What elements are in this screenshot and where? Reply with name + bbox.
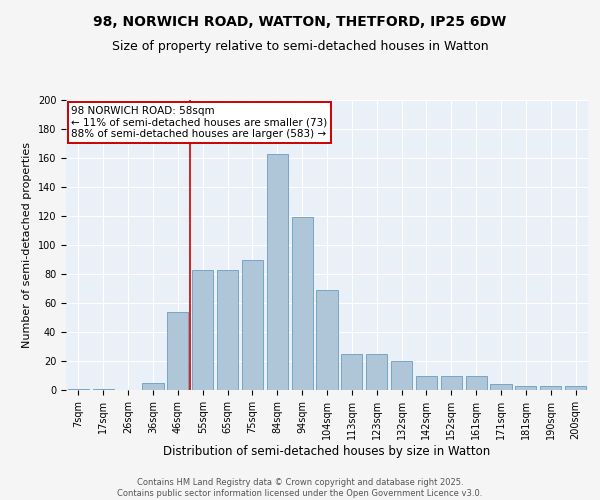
- Bar: [292, 218, 313, 390]
- Bar: [540, 386, 561, 390]
- Bar: [515, 386, 536, 390]
- Bar: [167, 312, 188, 390]
- Text: 98 NORWICH ROAD: 58sqm
← 11% of semi-detached houses are smaller (73)
88% of sem: 98 NORWICH ROAD: 58sqm ← 11% of semi-det…: [71, 106, 328, 139]
- Bar: [93, 388, 114, 390]
- Text: 98, NORWICH ROAD, WATTON, THETFORD, IP25 6DW: 98, NORWICH ROAD, WATTON, THETFORD, IP25…: [94, 15, 506, 29]
- Bar: [192, 270, 213, 390]
- Bar: [391, 361, 412, 390]
- Bar: [267, 154, 288, 390]
- Bar: [217, 270, 238, 390]
- Bar: [242, 260, 263, 390]
- Bar: [316, 290, 338, 390]
- Bar: [490, 384, 512, 390]
- Bar: [341, 354, 362, 390]
- Bar: [441, 376, 462, 390]
- X-axis label: Distribution of semi-detached houses by size in Watton: Distribution of semi-detached houses by …: [163, 444, 491, 458]
- Bar: [565, 386, 586, 390]
- Bar: [416, 376, 437, 390]
- Bar: [366, 354, 387, 390]
- Y-axis label: Number of semi-detached properties: Number of semi-detached properties: [22, 142, 32, 348]
- Bar: [142, 383, 164, 390]
- Bar: [68, 388, 89, 390]
- Text: Contains HM Land Registry data © Crown copyright and database right 2025.
Contai: Contains HM Land Registry data © Crown c…: [118, 478, 482, 498]
- Bar: [466, 376, 487, 390]
- Text: Size of property relative to semi-detached houses in Watton: Size of property relative to semi-detach…: [112, 40, 488, 53]
